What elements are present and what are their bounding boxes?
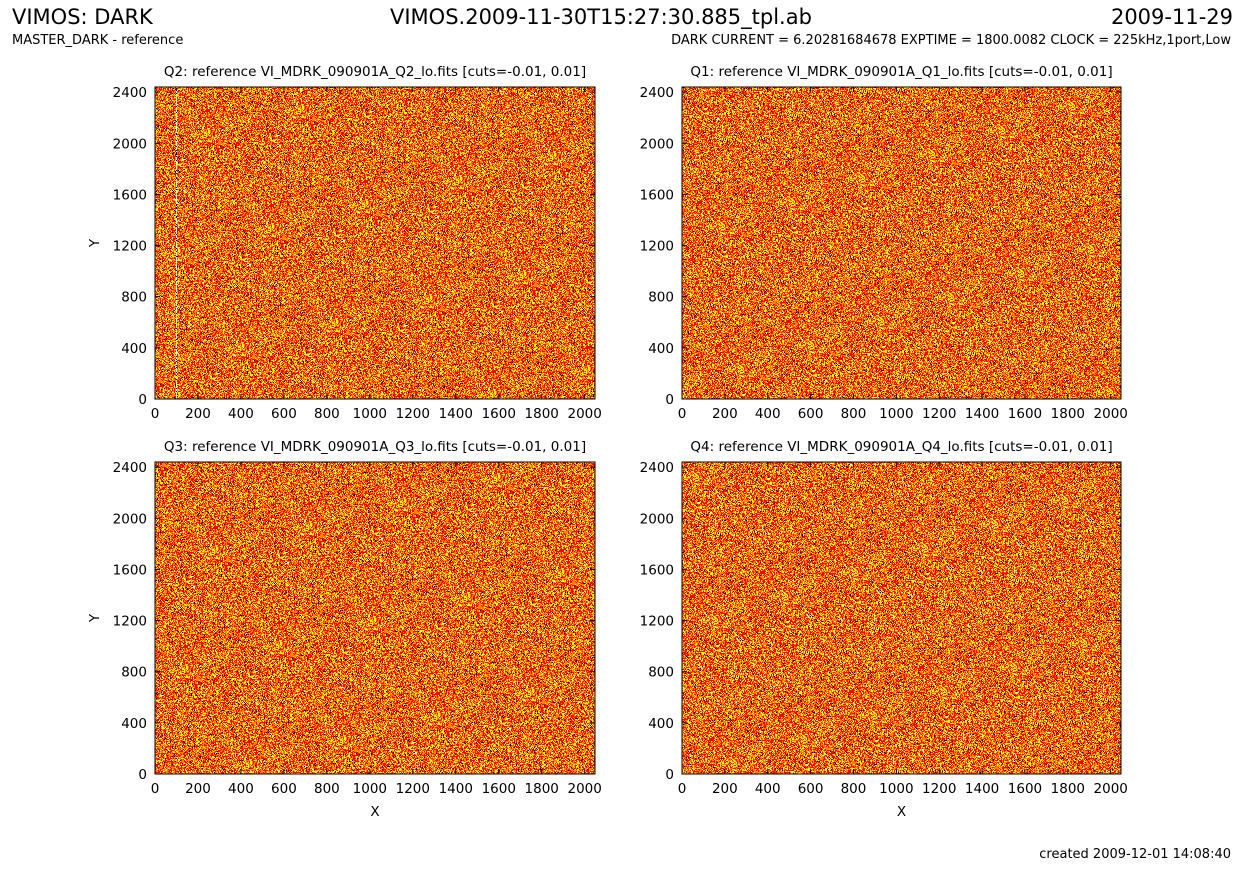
x-tick-label: 1600	[1008, 781, 1042, 797]
plot-frame	[154, 461, 596, 775]
y-tick-label: 400	[121, 716, 147, 732]
x-tick-label: 1200	[396, 406, 430, 422]
heatmap-image	[155, 462, 595, 774]
y-tick-label: 0	[138, 767, 147, 783]
plot-title: Q4: reference VI_MDRK_090901A_Q4_lo.fits…	[690, 439, 1112, 455]
x-tick-label: 200	[712, 406, 738, 422]
x-tick-label: 1800	[1051, 781, 1085, 797]
plot-frame	[681, 86, 1122, 400]
x-tick-label: 1600	[482, 406, 516, 422]
y-tick-label: 0	[665, 767, 674, 783]
x-tick-label: 2000	[568, 406, 602, 422]
y-tick-label: 2000	[640, 136, 674, 152]
y-tick-label: 2400	[113, 460, 147, 476]
x-tick-label: 2000	[1094, 406, 1128, 422]
x-tick-label: 800	[314, 406, 340, 422]
x-tick-label: 600	[271, 781, 297, 797]
y-axis-label: Y	[87, 613, 103, 623]
x-tick-label: 1400	[965, 406, 999, 422]
x-tick-label: 1200	[396, 781, 430, 797]
x-tick-label: 800	[841, 781, 867, 797]
y-tick-label: 400	[121, 341, 147, 357]
x-tick-label: 800	[314, 781, 340, 797]
y-tick-label: 400	[648, 341, 674, 357]
date-title: 2009-11-29	[1110, 5, 1233, 29]
x-tick-label: 1400	[965, 781, 999, 797]
plot-frame	[681, 461, 1122, 775]
plot-title: Q3: reference VI_MDRK_090901A_Q3_lo.fits…	[164, 439, 586, 455]
y-tick-label: 1600	[640, 562, 674, 578]
x-tick-label: 0	[151, 406, 160, 422]
x-tick-label: 1400	[439, 781, 473, 797]
x-tick-label: 400	[755, 406, 781, 422]
x-tick-label: 1400	[439, 406, 473, 422]
heatmap-image	[682, 87, 1121, 399]
y-tick-label: 0	[138, 392, 147, 408]
created-timestamp: created 2009-12-01 14:08:40	[1039, 847, 1231, 862]
plot-frame	[154, 86, 596, 400]
x-tick-label: 800	[841, 406, 867, 422]
x-tick-label: 600	[271, 406, 297, 422]
parameters-subtitle: DARK CURRENT = 6.20281684678 EXPTIME = 1…	[671, 33, 1231, 48]
x-tick-label: 2000	[1094, 781, 1128, 797]
y-tick-label: 2400	[640, 85, 674, 101]
y-tick-label: 2000	[640, 511, 674, 527]
x-tick-label: 1800	[525, 406, 559, 422]
y-tick-label: 2400	[640, 460, 674, 476]
x-tick-label: 0	[151, 781, 160, 797]
x-tick-label: 1000	[879, 781, 913, 797]
x-tick-label: 1600	[482, 781, 516, 797]
x-tick-label: 2000	[568, 781, 602, 797]
y-tick-label: 1200	[113, 239, 147, 255]
y-tick-label: 400	[648, 716, 674, 732]
file-title: VIMOS.2009-11-30T15:27:30.885_tpl.ab	[390, 5, 812, 29]
heatmap-image	[155, 87, 595, 399]
x-tick-label: 1000	[353, 406, 387, 422]
quadrant-plot-4: Q4: reference VI_MDRK_090901A_Q4_lo.fits…	[640, 439, 1128, 820]
plot-title: Q1: reference VI_MDRK_090901A_Q1_lo.fits…	[690, 64, 1112, 80]
x-tick-label: 1200	[922, 781, 956, 797]
x-tick-label: 1000	[353, 781, 387, 797]
x-tick-label: 0	[678, 406, 687, 422]
x-tick-label: 1600	[1008, 406, 1042, 422]
y-axis-label: Y	[87, 238, 103, 248]
x-tick-label: 600	[798, 781, 824, 797]
x-tick-label: 400	[228, 406, 254, 422]
x-tick-label: 400	[228, 781, 254, 797]
x-tick-label: 1000	[879, 406, 913, 422]
heatmap-image	[682, 462, 1121, 774]
x-tick-label: 1800	[1051, 406, 1085, 422]
y-tick-label: 800	[121, 665, 147, 681]
quadrant-plot-1: Q2: reference VI_MDRK_090901A_Q2_lo.fits…	[87, 64, 602, 422]
quadrant-plot-3: Q3: reference VI_MDRK_090901A_Q3_lo.fits…	[87, 439, 602, 820]
y-tick-label: 1600	[640, 187, 674, 203]
x-axis-label: X	[897, 804, 906, 820]
plot-title: Q2: reference VI_MDRK_090901A_Q2_lo.fits…	[164, 64, 586, 80]
y-tick-label: 2400	[113, 85, 147, 101]
y-tick-label: 800	[648, 290, 674, 306]
y-tick-label: 0	[665, 392, 674, 408]
x-tick-label: 600	[798, 406, 824, 422]
y-tick-label: 800	[648, 665, 674, 681]
report-title: VIMOS: DARK	[12, 5, 153, 29]
y-tick-label: 1200	[640, 614, 674, 630]
y-tick-label: 1600	[113, 187, 147, 203]
quadrant-plot-2: Q1: reference VI_MDRK_090901A_Q1_lo.fits…	[640, 64, 1128, 422]
x-tick-label: 1800	[525, 781, 559, 797]
x-tick-label: 200	[712, 781, 738, 797]
x-axis-label: X	[370, 804, 379, 820]
y-tick-label: 800	[121, 290, 147, 306]
x-tick-label: 200	[185, 406, 211, 422]
x-tick-label: 1200	[922, 406, 956, 422]
y-tick-label: 2000	[113, 136, 147, 152]
y-tick-label: 2000	[113, 511, 147, 527]
x-tick-label: 0	[678, 781, 687, 797]
y-tick-label: 1600	[113, 562, 147, 578]
x-tick-label: 200	[185, 781, 211, 797]
y-tick-label: 1200	[113, 614, 147, 630]
y-tick-label: 1200	[640, 239, 674, 255]
product-subtitle: MASTER_DARK - reference	[12, 33, 184, 48]
x-tick-label: 400	[755, 781, 781, 797]
